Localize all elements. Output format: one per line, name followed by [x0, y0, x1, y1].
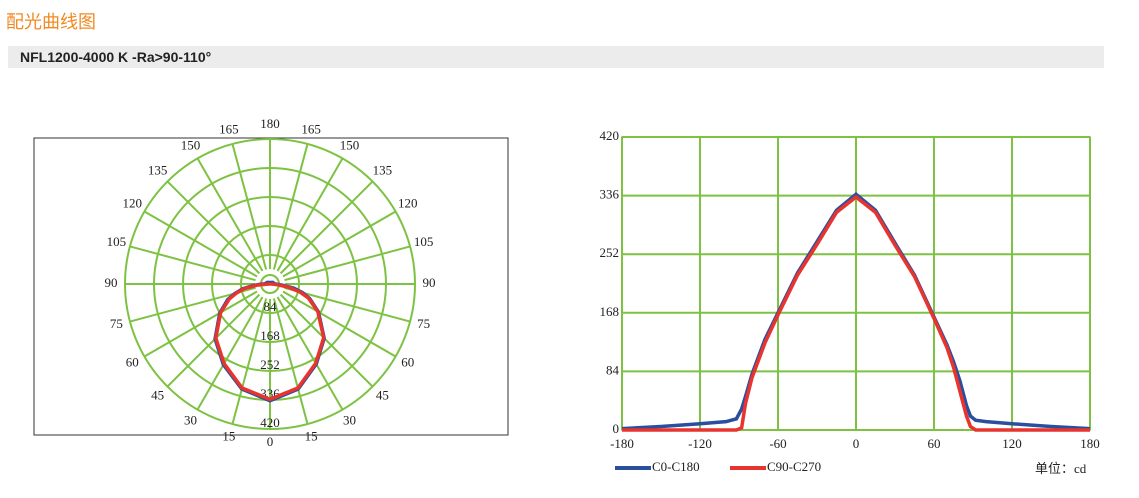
spoke — [129, 245, 256, 282]
angle-label: 105 — [107, 234, 127, 249]
spoke — [231, 143, 268, 270]
angle-label: 180 — [260, 116, 280, 131]
angle-label: 135 — [148, 163, 168, 178]
spoke — [166, 293, 261, 388]
angle-label: 60 — [126, 354, 139, 369]
unit-label: 单位：cd — [1035, 461, 1087, 476]
x-tick-label: 120 — [1002, 436, 1022, 451]
angle-label: 30 — [184, 413, 197, 428]
angle-label: 45 — [151, 387, 164, 402]
line-series — [622, 194, 1090, 432]
x-tick-label: -60 — [769, 436, 786, 451]
x-tick-label: 0 — [853, 436, 860, 451]
angle-label: 120 — [398, 195, 418, 210]
angle-label: 120 — [123, 195, 143, 210]
angle-label: 135 — [373, 163, 393, 178]
x-tick-label: 60 — [928, 436, 941, 451]
y-tick-label: 84 — [606, 362, 620, 377]
angle-label: 105 — [414, 234, 434, 249]
angle-label: 30 — [343, 413, 356, 428]
x-tick-label: 180 — [1080, 436, 1100, 451]
spoke — [279, 180, 374, 275]
y-tick-label: 0 — [613, 421, 620, 436]
page-title: 配光曲线图 — [6, 12, 96, 32]
y-tick-label: 420 — [600, 128, 620, 143]
angle-label: 165 — [219, 121, 239, 136]
spoke — [284, 245, 411, 282]
spoke — [143, 290, 258, 358]
y-tick-label: 168 — [600, 304, 620, 319]
angle-label: 45 — [376, 387, 389, 402]
legend-label: C0-C180 — [652, 459, 700, 474]
angle-label: 0 — [267, 434, 274, 449]
spoke — [282, 290, 397, 358]
spoke — [231, 298, 268, 425]
spoke — [143, 210, 258, 278]
spoke — [196, 296, 264, 411]
spoke — [196, 157, 264, 272]
x-tick-label: -120 — [688, 436, 712, 451]
angle-label: 165 — [301, 121, 321, 136]
spoke — [272, 298, 309, 425]
spoke — [279, 293, 374, 388]
angle-label: 90 — [105, 275, 118, 290]
angle-label: 150 — [181, 137, 201, 152]
y-tick-label: 252 — [600, 245, 620, 260]
angle-label: 15 — [305, 429, 318, 444]
angle-label: 90 — [423, 275, 436, 290]
angle-label: 75 — [110, 316, 123, 331]
angle-label: 150 — [340, 137, 360, 152]
radial-label: 84 — [264, 299, 278, 314]
spoke — [276, 296, 344, 411]
angle-label: 60 — [401, 354, 414, 369]
spoke — [276, 157, 344, 272]
spoke — [282, 210, 397, 278]
legend-label: C90-C270 — [767, 459, 821, 474]
y-tick-label: 336 — [600, 187, 620, 202]
angle-label: 75 — [417, 316, 430, 331]
angle-label: 15 — [222, 429, 235, 444]
radial-label: 252 — [260, 357, 280, 372]
spoke — [272, 143, 309, 270]
line-series — [621, 191, 1091, 431]
page-subtitle: NFL1200-4000 K -Ra>90-110° — [8, 46, 1104, 68]
spoke — [166, 180, 261, 275]
radial-label: 168 — [260, 328, 280, 343]
polar-frame — [33, 137, 509, 436]
polar-curve — [214, 282, 326, 402]
radial-label: 420 — [260, 415, 280, 430]
x-tick-label: -180 — [610, 436, 634, 451]
